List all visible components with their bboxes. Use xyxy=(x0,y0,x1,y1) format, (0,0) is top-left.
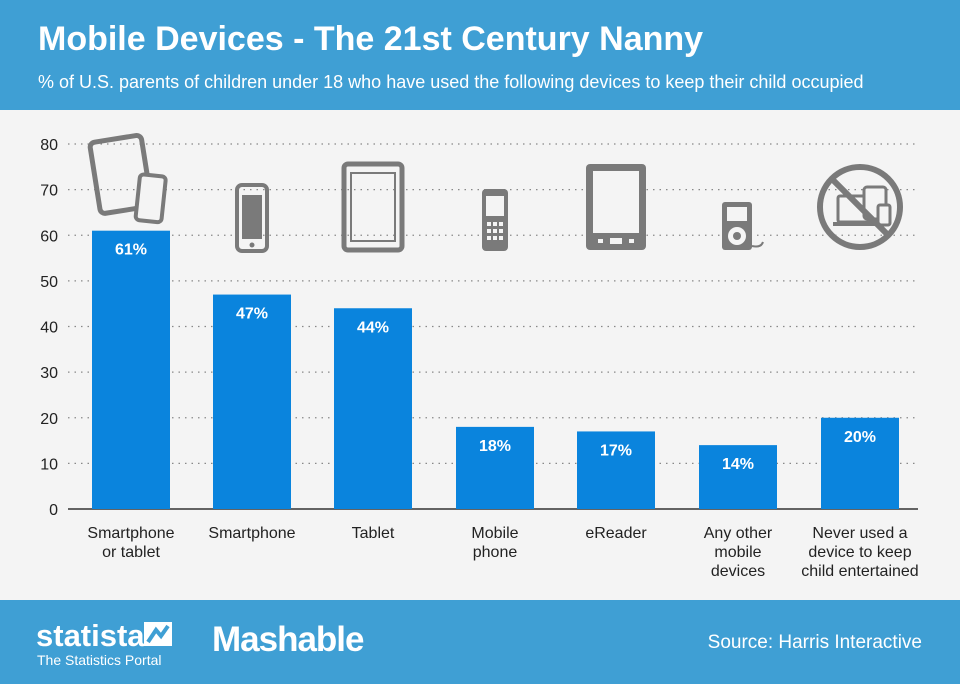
category-label: Mobile xyxy=(471,525,518,542)
category-label: devices xyxy=(711,563,765,580)
footer-banner: statista The Statistics Portal Mashable … xyxy=(0,600,960,684)
tablet-icon xyxy=(341,161,405,253)
y-tick-label: 70 xyxy=(40,183,58,200)
y-tick-label: 40 xyxy=(40,320,58,337)
bar xyxy=(456,426,534,509)
tablet-and-phone-icon xyxy=(87,133,168,225)
bar-value-label: 61% xyxy=(115,242,147,259)
bar xyxy=(213,294,291,509)
bar-value-label: 20% xyxy=(844,429,876,446)
bar-value-label: 18% xyxy=(479,438,511,455)
source-credit: Source: Harris Interactive xyxy=(707,632,922,653)
category-label: device to keep xyxy=(808,544,911,561)
smartphone-icon xyxy=(235,183,269,253)
y-tick-label: 10 xyxy=(40,456,58,473)
y-tick-label: 0 xyxy=(49,502,58,519)
category-label: Never used a xyxy=(812,525,907,542)
mashable-logo: Mashable xyxy=(212,620,364,659)
y-tick-label: 50 xyxy=(40,274,58,291)
statista-logo-icon xyxy=(144,622,172,646)
category-label: eReader xyxy=(585,525,647,542)
bar xyxy=(577,431,655,509)
mobile-phone-icon xyxy=(482,189,508,251)
category-label: mobile xyxy=(714,544,761,561)
header-banner: Mobile Devices - The 21st Century Nanny … xyxy=(0,0,960,110)
category-label: Any other xyxy=(704,525,773,542)
statista-tagline: The Statistics Portal xyxy=(37,652,162,668)
y-tick-label: 80 xyxy=(40,137,58,154)
bar-chart: 0 10 20 30 40 50 60 70 80 xyxy=(40,133,919,580)
bar-value-label: 47% xyxy=(236,306,268,323)
chart-title: Mobile Devices - The 21st Century Nanny xyxy=(38,20,704,58)
statista-logo: statista xyxy=(36,618,145,653)
music-player-icon xyxy=(722,202,764,250)
bar-value-label: 14% xyxy=(722,456,754,473)
category-label: child entertained xyxy=(801,563,918,580)
ereader-icon xyxy=(586,164,646,250)
category-label: or tablet xyxy=(102,544,160,561)
y-tick-label: 60 xyxy=(40,228,58,245)
y-tick-label: 20 xyxy=(40,411,58,428)
chart-subtitle: % of U.S. parents of children under 18 w… xyxy=(38,72,864,92)
no-devices-icon xyxy=(817,164,903,250)
bar-value-label: 17% xyxy=(600,442,632,459)
bar xyxy=(699,445,777,509)
bar xyxy=(821,417,899,509)
y-tick-label: 30 xyxy=(40,365,58,382)
category-label: Smartphone xyxy=(208,525,295,542)
bar xyxy=(334,308,412,509)
category-label: Smartphone xyxy=(87,525,174,542)
bar-value-label: 44% xyxy=(357,319,389,336)
category-label: phone xyxy=(473,544,518,561)
category-label: Tablet xyxy=(352,525,395,542)
bar xyxy=(92,230,170,509)
